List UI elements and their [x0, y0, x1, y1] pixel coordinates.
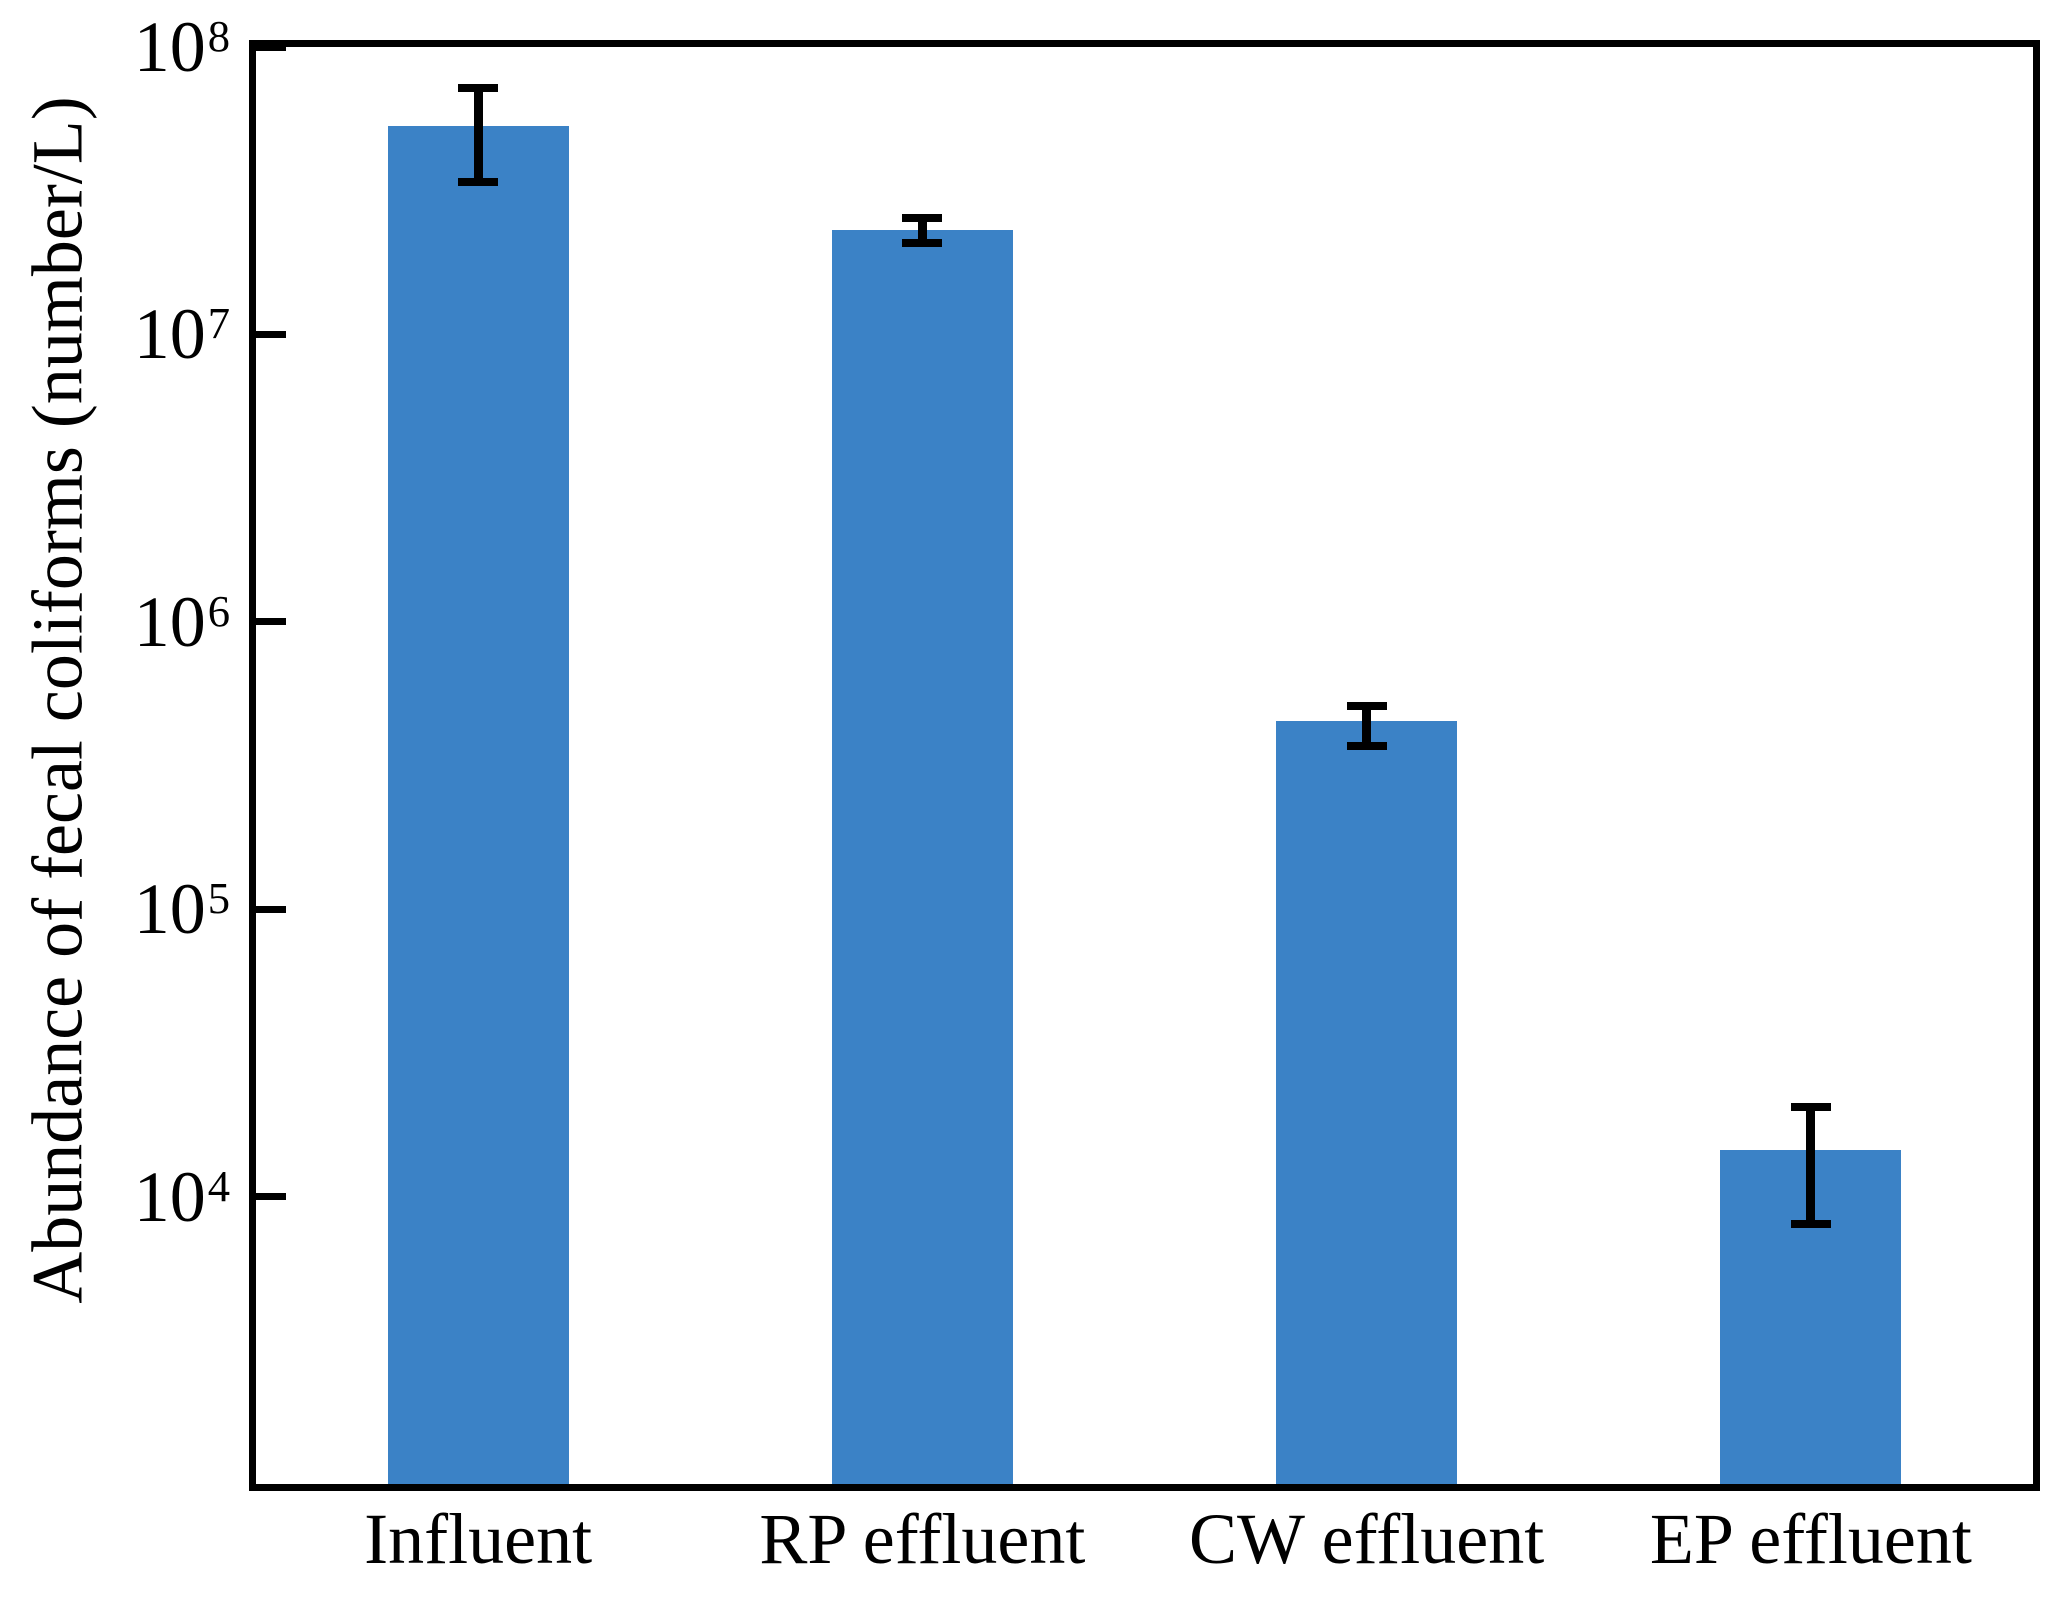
y-tick-label: 106	[0, 573, 230, 671]
y-tick-mark	[256, 330, 286, 338]
error-bar-stem	[1806, 1107, 1816, 1225]
error-bar-stem	[917, 217, 927, 243]
bar-influent	[387, 126, 569, 1484]
error-bar-cap-bottom	[1790, 1220, 1831, 1229]
y-axis-title: Abundance of fecal coliforms (number/L)	[17, 96, 98, 1304]
y-tick-label: 108	[0, 0, 230, 96]
y-tick-mark	[256, 47, 286, 51]
y-tick-base: 10	[133, 7, 206, 87]
plot-frame	[249, 40, 2040, 1491]
error-bar-cap-top	[1346, 701, 1387, 710]
error-bar-stem	[1362, 705, 1372, 746]
error-bar-cap-top	[458, 84, 499, 92]
y-tick-label: 105	[0, 860, 230, 958]
y-tick-exponent: 7	[207, 298, 230, 349]
y-tick-base: 10	[133, 869, 206, 950]
error-bar-cap-bottom	[458, 177, 499, 186]
y-tick-mark	[256, 618, 286, 626]
y-tick-exponent: 6	[207, 585, 230, 636]
y-tick-mark	[256, 1193, 286, 1201]
error-bar-cap-top	[1790, 1103, 1831, 1111]
x-tick-label: RP effluent	[759, 1499, 1086, 1579]
y-tick-base: 10	[133, 294, 206, 375]
error-bar-cap-bottom	[902, 238, 943, 247]
y-tick-base: 10	[133, 1156, 206, 1237]
y-tick-exponent: 5	[207, 873, 230, 924]
x-tick-label: CW effluent	[1188, 1499, 1545, 1579]
y-tick-label: 104	[0, 1148, 230, 1246]
y-tick-exponent: 8	[207, 10, 230, 61]
x-tick-label: EP effluent	[1649, 1499, 1972, 1579]
y-tick-base: 10	[133, 581, 206, 662]
y-tick-mark	[256, 905, 286, 913]
error-bar-stem	[473, 88, 483, 182]
bar-rp-effluent	[831, 230, 1013, 1484]
plot-area	[256, 47, 2033, 1484]
x-tick-label: Influent	[364, 1499, 593, 1579]
y-tick-label: 107	[0, 285, 230, 383]
bar-cw-effluent	[1276, 721, 1458, 1484]
y-tick-exponent: 4	[207, 1160, 230, 1211]
error-bar-cap-bottom	[1346, 741, 1387, 750]
error-bar-cap-top	[902, 213, 943, 222]
